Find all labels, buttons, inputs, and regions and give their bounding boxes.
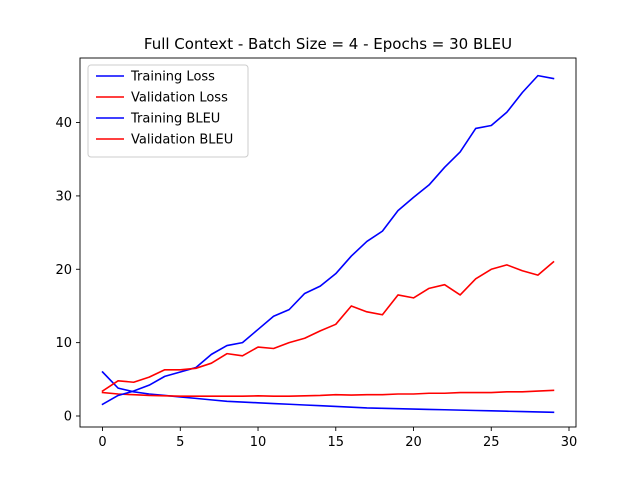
x-tick-label: 30 (561, 435, 578, 450)
chart-title: Full Context - Batch Size = 4 - Epochs =… (144, 35, 512, 53)
series-layer (101, 74, 555, 414)
x-tick-label: 25 (483, 435, 500, 450)
x-tick-label: 5 (176, 435, 184, 450)
y-tick-label: 0 (64, 409, 72, 424)
x-tick-label: 20 (405, 435, 422, 450)
legend-label: Training Loss (130, 70, 215, 85)
legend-label: Validation Loss (131, 91, 228, 106)
legend-box (87, 64, 249, 158)
axes-layer: 0 5 10 15 20 25 30 0 10 20 30 40 (55, 57, 578, 450)
series-line-training-bleu (101, 74, 555, 406)
legend: Training Loss Validation Loss Training BLE… (87, 64, 249, 158)
x-tick-label: 10 (250, 435, 267, 450)
x-tick-label: 15 (328, 435, 345, 450)
legend-label: Validation BLEU (131, 133, 233, 148)
y-tick-label: 10 (55, 336, 72, 351)
y-tick-label: 40 (55, 116, 72, 131)
y-tick-label: 20 (55, 263, 72, 278)
y-tick-label: 30 (55, 189, 72, 204)
x-tick-label: 0 (98, 435, 106, 450)
plot-frame (79, 57, 577, 428)
legend-label: Training BLEU (130, 112, 220, 127)
series-line-validation-loss (101, 389, 555, 397)
series-line-validation-bleu (101, 260, 555, 393)
